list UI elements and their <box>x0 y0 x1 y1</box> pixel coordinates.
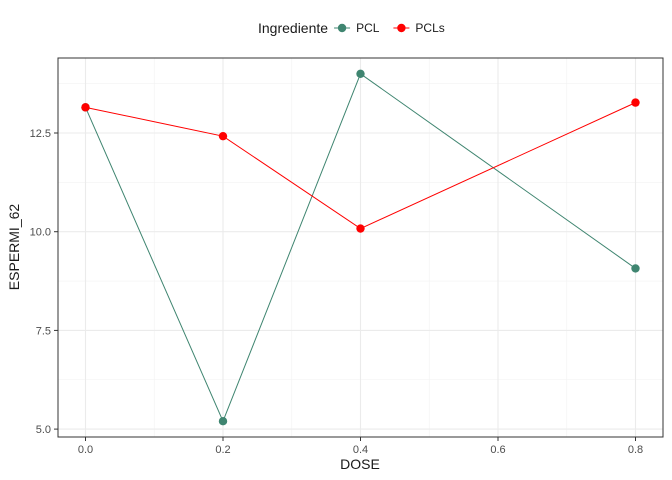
data-point-pcls <box>631 98 640 107</box>
y-tick-label: 12.5 <box>30 128 51 140</box>
series <box>81 69 640 426</box>
data-point-pcl <box>218 417 228 426</box>
y-axis-title: ESPERMI_62 <box>6 204 22 291</box>
legend-title: Ingrediente <box>258 20 328 36</box>
x-axis-title: DOSE <box>340 456 380 472</box>
legend-key-point <box>397 23 406 33</box>
data-point-pcl <box>631 264 640 273</box>
data-point-pcl <box>356 69 365 78</box>
legend-key-point <box>337 23 347 33</box>
y-tick-label: 5.0 <box>36 424 51 436</box>
legend: Ingrediente PCL PCLs <box>258 20 445 36</box>
data-point-pcls <box>356 224 365 233</box>
x-tick-label: 0.4 <box>353 444 368 456</box>
x-tick-label: 0.6 <box>490 444 505 456</box>
legend-label: PCLs <box>415 21 444 35</box>
series-line-pcl <box>85 73 636 423</box>
data-point-pcls <box>81 103 90 112</box>
x-tick-label: 0.8 <box>628 444 643 456</box>
y-tick-label: 10.0 <box>30 227 51 239</box>
x-tick-label: 0.0 <box>78 444 93 456</box>
series-line-pcls <box>85 102 636 230</box>
data-point-pcls <box>218 131 228 141</box>
y-tick-label: 7.5 <box>36 325 51 337</box>
grid <box>58 58 663 437</box>
x-axis: 0.0 0.2 0.4 0.6 0.8 <box>78 437 643 456</box>
x-tick-label: 0.2 <box>215 444 230 456</box>
y-axis: 5.0 7.5 10.0 12.5 <box>30 128 58 436</box>
legend-label: PCL <box>356 21 380 35</box>
